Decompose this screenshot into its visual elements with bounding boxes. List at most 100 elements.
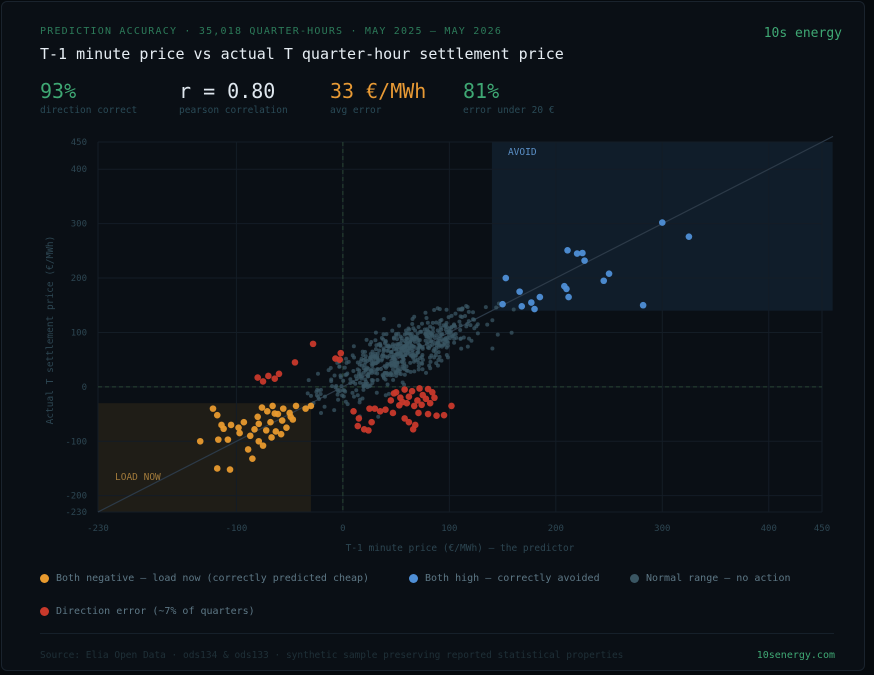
chart-title: T-1 minute price vs actual T quarter-hou…	[40, 45, 564, 63]
legend-swatch	[40, 574, 49, 583]
point-normal	[475, 331, 480, 336]
site-link[interactable]: 10senergy.com	[756, 650, 835, 661]
point-normal	[411, 344, 416, 349]
point-normal	[360, 349, 365, 354]
point-normal	[351, 344, 356, 349]
point-normal	[345, 402, 350, 407]
point-normal	[439, 332, 444, 337]
point-normal	[398, 334, 403, 339]
point-normal	[380, 357, 385, 362]
point-normal	[434, 320, 439, 325]
point-normal	[385, 348, 390, 353]
point-normal	[370, 363, 375, 368]
point-avoided	[563, 285, 570, 293]
point-direction-error	[408, 387, 416, 395]
point-load-now	[255, 437, 263, 445]
point-normal	[394, 331, 399, 336]
point-normal	[443, 337, 448, 342]
point-direction-error	[365, 427, 372, 434]
point-direction-error	[401, 386, 408, 393]
legend-item-load-now: Both negative — load now (correctly pred…	[40, 573, 369, 584]
point-normal	[377, 348, 382, 353]
point-direction-error	[405, 393, 413, 400]
x-tick-label: 100	[441, 524, 457, 534]
point-normal	[338, 373, 343, 378]
point-normal	[437, 354, 442, 359]
point-load-now	[302, 405, 309, 412]
zone-label-load-now: LOAD NOW	[115, 472, 161, 483]
point-normal	[335, 387, 340, 392]
point-load-now	[244, 446, 252, 453]
stat-value: 33 €/MWh	[330, 79, 427, 103]
point-normal	[435, 328, 440, 333]
point-normal	[390, 328, 395, 333]
point-normal	[374, 361, 379, 366]
stat-direction: 93% direction correct	[40, 79, 137, 116]
stat-label: error under 20 €	[463, 105, 555, 116]
point-normal	[437, 307, 442, 312]
point-normal	[425, 327, 430, 332]
point-normal	[392, 359, 397, 364]
y-axis-label: Actual T settlement price (€/MWh)	[45, 236, 56, 425]
point-avoided	[528, 299, 535, 306]
point-normal	[419, 329, 424, 334]
point-direction-error	[416, 385, 423, 392]
legend-swatch	[40, 607, 49, 616]
legend-label: Both negative — load now (correctly pred…	[56, 573, 370, 584]
point-normal	[345, 371, 350, 376]
point-direction-error	[291, 359, 299, 366]
point-normal	[394, 351, 399, 356]
point-normal	[357, 380, 362, 385]
point-direction-error	[431, 394, 438, 402]
point-load-now	[292, 402, 300, 410]
point-normal	[427, 363, 432, 368]
point-normal	[509, 330, 514, 335]
stat-value: r = 0.80	[179, 79, 276, 103]
point-normal	[360, 396, 365, 401]
point-direction-error	[415, 409, 422, 417]
point-normal	[411, 354, 416, 359]
point-direction-error	[399, 398, 406, 406]
point-normal	[432, 307, 437, 312]
point-load-now	[226, 466, 234, 473]
point-normal	[408, 339, 413, 344]
point-load-now	[240, 418, 248, 426]
point-normal	[471, 310, 476, 315]
point-load-now	[255, 420, 263, 428]
point-normal	[438, 325, 443, 330]
point-normal	[427, 355, 432, 360]
point-normal	[397, 323, 402, 328]
point-normal	[424, 370, 429, 375]
stat-label: avg error	[330, 105, 382, 116]
point-normal	[357, 362, 362, 367]
point-normal	[458, 314, 463, 319]
point-normal	[341, 388, 346, 393]
point-normal	[401, 366, 406, 371]
point-normal	[371, 378, 376, 383]
point-load-now	[279, 405, 287, 412]
point-normal	[419, 361, 424, 366]
legend-swatch	[630, 574, 639, 583]
point-normal	[365, 381, 370, 386]
point-normal	[344, 360, 349, 365]
point-normal	[385, 382, 390, 387]
stat-avg-error: 33 €/MWh avg error	[330, 79, 426, 116]
point-normal	[373, 330, 378, 335]
point-normal	[351, 394, 356, 399]
point-normal	[339, 384, 344, 389]
point-normal	[454, 335, 459, 340]
stat-error-under: 81% error under 20 €	[463, 79, 555, 116]
point-normal	[322, 394, 327, 399]
point-load-now	[213, 465, 221, 472]
point-normal	[465, 344, 470, 349]
point-direction-error	[401, 415, 408, 422]
point-normal	[495, 332, 500, 337]
point-normal	[511, 307, 516, 312]
point-normal	[399, 359, 404, 364]
point-direction-error	[275, 370, 283, 378]
point-normal	[391, 355, 396, 360]
point-normal	[363, 377, 368, 382]
chart-kicker: PREDICTION ACCURACY · 35,018 QUARTER-HOU…	[40, 26, 503, 37]
point-normal	[306, 378, 311, 383]
point-normal	[428, 324, 433, 329]
